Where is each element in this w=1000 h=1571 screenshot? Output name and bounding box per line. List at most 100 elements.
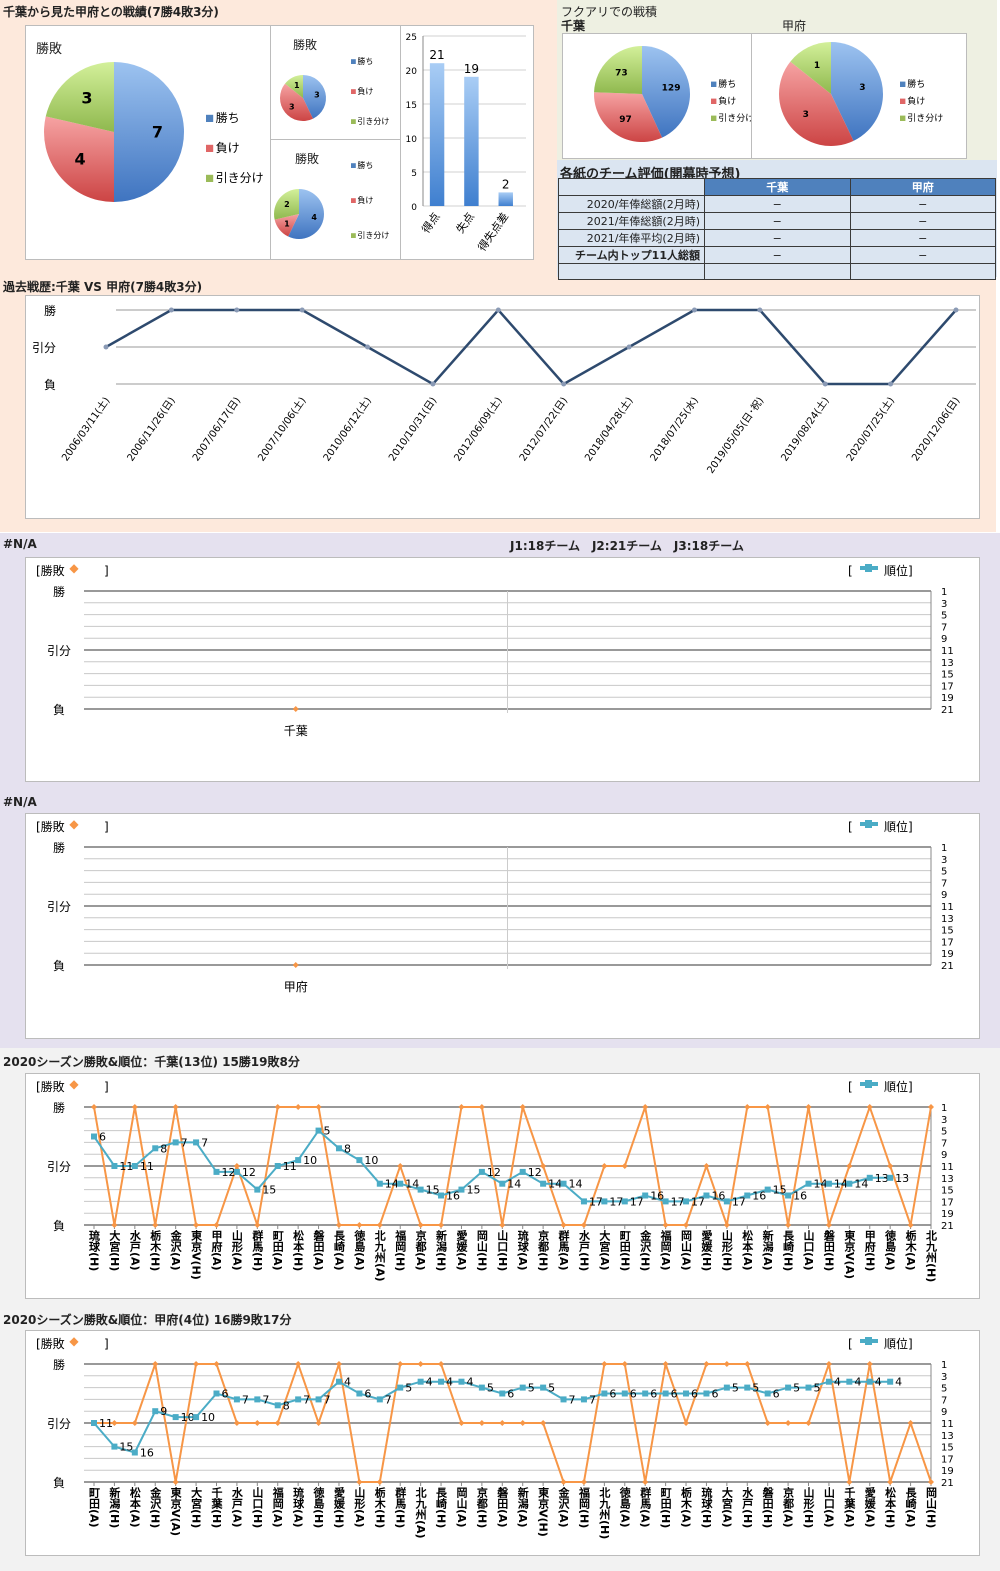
bar xyxy=(429,63,445,207)
main-pie-chart: 勝敗 7 4 3 勝ち 負け 引き分け xyxy=(25,25,271,260)
rank-data-label: 4 xyxy=(446,1376,453,1389)
rank-data-label: 7 xyxy=(385,1393,392,1406)
result-point xyxy=(335,1361,342,1367)
x-tick-label: 水戸(H) xyxy=(577,1229,590,1272)
rank-point xyxy=(233,1168,240,1175)
legend-result-close: ] xyxy=(104,1080,109,1094)
rank-data-label: 7 xyxy=(201,1136,208,1149)
result-point xyxy=(356,1479,363,1485)
result-point xyxy=(825,1222,832,1228)
cell xyxy=(704,263,851,280)
x-tick-label: 2007/06/17(日) xyxy=(191,395,243,463)
rank-point xyxy=(274,1163,281,1169)
eval-header-chiba: 千葉 xyxy=(704,178,851,196)
x-tick-label: 福岡(H) xyxy=(394,1229,408,1272)
x-tick-label: 福岡(A) xyxy=(659,1229,673,1271)
rank-tick-label: 13 xyxy=(941,658,954,669)
x-tick-label: 愛媛(H) xyxy=(332,1486,346,1529)
x-tick-label: 町田(H) xyxy=(618,1230,631,1272)
x-tick-label: 東京V(A) xyxy=(169,1486,182,1536)
rank-tick-label: 19 xyxy=(941,949,954,960)
x-tick-label: 新潟(A) xyxy=(516,1486,529,1528)
result-point xyxy=(356,1222,363,1228)
rank-point xyxy=(785,1192,792,1199)
legend-swatch-loss xyxy=(711,98,717,104)
fukuari-chiba-pie: 129 97 73 勝ち 負け 引き分け xyxy=(562,33,754,159)
rank-tick-label: 17 xyxy=(941,681,954,692)
x-tick-label: 栃木(H) xyxy=(373,1486,387,1529)
chiba-2020-title: 2020シーズン勝敗&順位：千葉(13位) 15勝19敗8分 xyxy=(3,1055,300,1069)
rank-point xyxy=(91,1420,97,1426)
rank-point xyxy=(295,1157,302,1164)
result-point xyxy=(478,1104,485,1110)
rank-tick-label: 7 xyxy=(941,1395,947,1406)
legend-rank-open: [ xyxy=(848,1080,853,1094)
x-tick-label: 大宮(A) xyxy=(720,1486,733,1528)
y-tick-label: 0 xyxy=(411,203,417,213)
rank-point xyxy=(254,1396,261,1403)
rank-point xyxy=(601,1198,608,1205)
result-point xyxy=(315,1104,322,1110)
x-tick-label: 山口(A) xyxy=(822,1486,835,1528)
cell: − xyxy=(849,229,996,247)
result-point xyxy=(417,1222,424,1228)
result-point xyxy=(621,1361,628,1367)
rank-point xyxy=(764,1186,771,1193)
rank-point xyxy=(723,1384,730,1391)
x-tick-label: 群馬(A) xyxy=(557,1229,571,1271)
rank-point xyxy=(723,1198,730,1205)
x-tick-label: 2020/07/25(土) xyxy=(843,394,897,463)
result-point xyxy=(376,1479,383,1485)
result-point xyxy=(172,1104,179,1110)
rank-point xyxy=(152,1145,159,1152)
rank-point xyxy=(866,1174,873,1181)
rank-data-label: 16 xyxy=(711,1190,725,1203)
pie-label: 73 xyxy=(615,69,628,79)
legend-label-win: 勝ち xyxy=(357,56,373,66)
rank-point xyxy=(499,1390,506,1397)
history-line xyxy=(105,308,957,386)
pie-slice-win xyxy=(831,42,883,141)
rank-tick-label: 13 xyxy=(941,1431,954,1442)
result-tick-label: 引分 xyxy=(47,1417,71,1431)
rank-point xyxy=(91,1133,97,1140)
legend-label-loss: 負け xyxy=(216,141,240,155)
row-label: 2020/年俸総額(2月時) xyxy=(558,195,705,213)
x-tick-label: 新潟(A) xyxy=(761,1229,774,1271)
rank-point xyxy=(356,1390,363,1397)
result-line xyxy=(93,1103,932,1226)
x-tick-label: 2018/04/28(土) xyxy=(582,394,636,463)
rank-data-label: 16 xyxy=(752,1190,766,1203)
history-point xyxy=(430,381,436,387)
pie-slice-loss xyxy=(594,92,663,142)
result-point xyxy=(580,1479,587,1485)
rank-point xyxy=(315,1396,322,1403)
legend-result-label: [勝敗 xyxy=(36,819,65,834)
result-point xyxy=(846,1479,853,1485)
result-point xyxy=(744,1104,751,1110)
x-tick-label: 千葉(H) xyxy=(210,1486,224,1529)
legend-swatch-draw xyxy=(351,119,356,124)
x-tick-label: 山形(A) xyxy=(230,1229,243,1271)
rank-data-label: 14 xyxy=(507,1178,521,1191)
cell: − xyxy=(849,212,996,230)
x-tick-label: 磐田(H) xyxy=(761,1486,774,1529)
rank-data-label: 6 xyxy=(650,1388,657,1401)
result-point xyxy=(662,1361,669,1367)
chart-1-title: #N/A xyxy=(3,537,37,551)
legend-result-label: [勝敗 xyxy=(36,1079,65,1094)
rank-point xyxy=(335,1145,342,1152)
fukuari-kofu-pie: 3 3 1 勝ち 負け 引き分け xyxy=(751,33,967,159)
x-tick-label: 徳島(A) xyxy=(884,1229,898,1271)
history-title: 過去戦歴:千葉 VS 甲府(7勝4敗3分) xyxy=(3,280,203,294)
y-tick-label: 勝 xyxy=(44,303,56,318)
rank-tick-label: 9 xyxy=(941,1407,947,1418)
result-point xyxy=(193,1361,200,1367)
result-point xyxy=(560,1479,567,1485)
rank-point xyxy=(458,1186,465,1193)
rank-data-label: 17 xyxy=(589,1195,603,1208)
x-tick-label: 岡山(A) xyxy=(680,1230,693,1271)
x-tick-label: 栃木(H) xyxy=(149,1229,163,1272)
legend-result-close: ] xyxy=(104,1337,109,1351)
